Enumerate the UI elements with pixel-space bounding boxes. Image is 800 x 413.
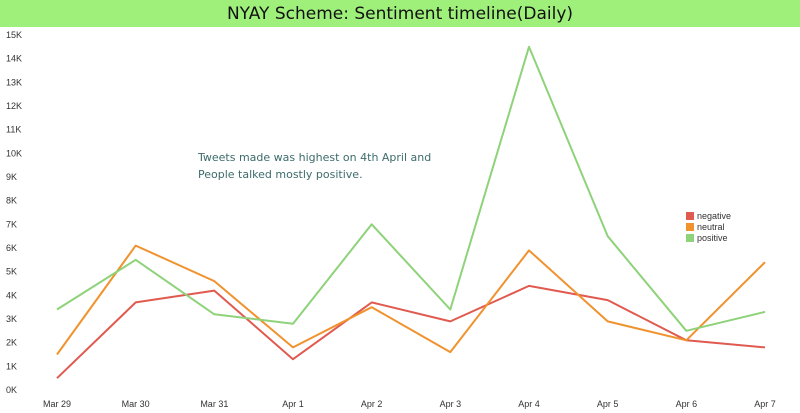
annotation-line: People talked mostly positive. — [198, 168, 363, 181]
y-tick-label: 2K — [6, 338, 17, 348]
x-tick-label: Apr 2 — [361, 399, 383, 409]
x-tick-label: Apr 6 — [676, 399, 698, 409]
y-tick-label: 12K — [6, 101, 22, 111]
y-tick-label: 8K — [6, 196, 17, 206]
x-tick-label: Apr 1 — [282, 399, 304, 409]
x-tick-label: Mar 29 — [43, 399, 71, 409]
y-tick-label: 1K — [6, 361, 17, 371]
series-line-neutral — [56, 244, 766, 356]
line-chart: 0K 1K 2K 3K 4K 5K 6K 7K 8K 9K 10K 11K 12K 13K 14K 15K M… — [6, 30, 776, 409]
x-tick-label: Mar 31 — [200, 399, 228, 409]
series-line-positive — [56, 45, 766, 332]
y-tick-label: 15K — [6, 30, 22, 40]
series-line-negative — [56, 284, 766, 379]
x-tick-label: Mar 30 — [122, 399, 150, 409]
legend-label-positive: positive — [697, 233, 728, 243]
x-tick-label: Apr 3 — [440, 399, 462, 409]
y-tick-label: 10K — [6, 148, 22, 158]
x-tick-label: Apr 7 — [754, 399, 776, 409]
y-tick-label: 3K — [6, 314, 17, 324]
legend-swatch-negative — [686, 212, 694, 220]
legend-swatch-positive — [686, 234, 694, 242]
legend-label-neutral: neutral — [697, 222, 725, 232]
y-tick-label: 6K — [6, 243, 17, 253]
legend-swatch-neutral — [686, 223, 694, 231]
annotation: Tweets made was highest on 4th April and… — [197, 151, 431, 181]
x-axis: Mar 29 Mar 30 Mar 31 Apr 1 Apr 2 Apr 3 Apr 4 Ap… — [43, 399, 776, 409]
annotation-line: Tweets made was highest on 4th April and — [197, 151, 431, 164]
y-tick-label: 11K — [6, 125, 21, 135]
legend-label-negative: negative — [697, 211, 731, 221]
y-tick-label: 9K — [6, 172, 17, 182]
x-tick-label: Apr 5 — [597, 399, 619, 409]
y-tick-label: 7K — [6, 219, 17, 229]
series-lines — [56, 45, 766, 379]
y-tick-label: 5K — [6, 267, 17, 277]
y-tick-label: 4K — [6, 290, 17, 300]
y-tick-label: 0K — [6, 385, 17, 395]
y-axis: 0K 1K 2K 3K 4K 5K 6K 7K 8K 9K 10K 11K 12K 13K 14K 15K — [6, 30, 22, 395]
chart-title: NYAY Scheme: Sentiment timeline(Daily) — [226, 3, 574, 24]
x-tick-label: Apr 4 — [518, 399, 540, 409]
chart-title-bar: NYAY Scheme: Sentiment timeline(Daily) — [0, 0, 800, 27]
y-tick-label: 14K — [6, 54, 22, 64]
y-tick-label: 13K — [6, 77, 22, 87]
